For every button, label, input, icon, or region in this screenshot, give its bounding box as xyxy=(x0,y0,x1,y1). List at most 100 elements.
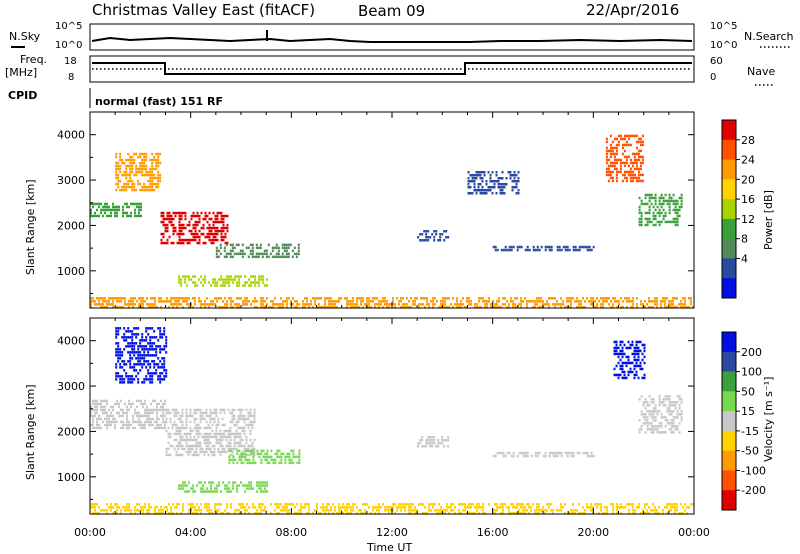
power-echo-cell xyxy=(633,152,636,156)
power-echo-cell xyxy=(255,246,258,250)
power-echo-cell xyxy=(136,214,138,218)
velocity-echo-cell xyxy=(674,416,677,419)
power-echo-cell xyxy=(143,182,146,186)
power-echo-cell xyxy=(462,297,464,300)
power-echo-cell xyxy=(674,199,677,203)
velocity-echo-cell xyxy=(185,438,188,442)
velocity-echo-cell xyxy=(174,506,176,509)
power-echo-cell xyxy=(517,177,520,180)
power-echo-cell xyxy=(126,211,128,215)
velocity-echo-cell xyxy=(138,411,140,415)
power-echo-cell xyxy=(119,179,122,183)
velocity-echo-cell xyxy=(644,401,647,404)
power-echo-cell xyxy=(622,300,624,303)
velocity-echo-cell xyxy=(234,458,237,462)
power-echo-cell xyxy=(222,220,225,224)
velocity-echo-cell xyxy=(635,364,638,368)
power-echo-cell xyxy=(204,275,207,278)
velocity-echo-cell xyxy=(182,487,185,490)
power-echo-cell xyxy=(214,297,216,300)
velocity-echo-cell xyxy=(209,420,212,424)
power-echo-cell xyxy=(386,303,388,306)
velocity-echo-cell xyxy=(550,503,552,506)
power-echo-cell xyxy=(433,230,436,233)
power-echo-cell xyxy=(637,179,640,183)
power-echo-cell xyxy=(680,199,683,203)
velocity-echo-cell xyxy=(428,509,430,512)
velocity-echo-cell xyxy=(292,455,295,459)
power-echo-cell xyxy=(287,243,290,247)
velocity-echo-cell xyxy=(642,404,645,407)
power-echo-cell xyxy=(611,176,614,180)
power-echo-cell xyxy=(638,208,641,212)
velocity-echo-cell xyxy=(193,420,196,424)
power-echo-cell xyxy=(511,180,514,183)
velocity-echo-cell xyxy=(195,450,198,454)
power-echo-cell xyxy=(478,306,480,309)
velocity-echo-cell xyxy=(362,503,364,506)
velocity-echo-cell xyxy=(209,450,212,454)
velocity-echo-cell xyxy=(179,432,182,436)
power-echo-cell xyxy=(498,300,500,303)
velocity-echo-cell xyxy=(404,503,406,506)
velocity-echo-cell xyxy=(191,414,194,418)
power-echo-cell xyxy=(283,249,286,253)
power-echo-cell xyxy=(178,275,181,278)
velocity-echo-cell xyxy=(168,503,170,506)
velocity-echo-cell xyxy=(163,378,166,381)
power-echo-cell xyxy=(196,220,199,224)
velocity-echo-cell xyxy=(436,509,438,512)
power-echo-cell xyxy=(605,161,608,165)
velocity-echo-cell xyxy=(356,512,358,515)
power-echo-cell xyxy=(469,186,472,189)
power-echo-cell xyxy=(118,208,120,212)
power-echo-cell xyxy=(275,243,278,247)
power-echo-cell xyxy=(542,303,544,306)
velocity-echo-cell xyxy=(96,408,98,412)
velocity-echo-cell xyxy=(660,422,663,425)
power-echo-cell xyxy=(402,297,404,300)
power-echo-cell xyxy=(396,297,398,300)
power-echo-cell xyxy=(640,223,643,227)
power-echo-cell xyxy=(475,177,478,180)
power-colorbar-tick-label: 4 xyxy=(741,252,748,265)
velocity-echo-cell xyxy=(102,420,104,424)
velocity-echo-cell xyxy=(627,361,630,365)
velocity-echo-cell xyxy=(194,490,197,493)
velocity-echo-cell xyxy=(656,431,659,434)
velocity-echo-cell xyxy=(116,506,118,509)
power-echo-cell xyxy=(556,300,558,303)
power-echo-cell xyxy=(467,171,470,174)
velocity-echo-cell xyxy=(205,408,208,412)
velocity-echo-cell xyxy=(201,417,204,421)
power-colorbar-tick-label: 8 xyxy=(741,233,748,246)
velocity-echo-cell xyxy=(656,413,659,416)
velocity-echo-cell xyxy=(216,490,219,493)
velocity-echo-cell xyxy=(148,423,150,427)
power-echo-cell xyxy=(517,189,520,192)
power-echo-cell xyxy=(330,297,332,300)
power-echo-cell xyxy=(639,137,642,141)
power-echo-cell xyxy=(160,306,162,309)
power-echo-cell xyxy=(250,275,253,278)
velocity-echo-cell xyxy=(142,426,144,430)
velocity-echo-cell xyxy=(215,438,218,442)
power-echo-cell xyxy=(92,297,94,300)
power-echo-cell xyxy=(664,193,667,197)
velocity-colorbar-tick-label: -15 xyxy=(741,425,759,438)
velocity-echo-cell xyxy=(145,360,148,363)
velocity-echo-cell xyxy=(144,414,146,418)
velocity-echo-cell xyxy=(442,512,444,515)
power-echo-cell xyxy=(279,255,282,259)
velocity-echo-cell xyxy=(494,512,496,515)
velocity-echo-cell xyxy=(106,414,108,418)
velocity-echo-cell xyxy=(145,378,148,381)
velocity-echo-cell xyxy=(422,503,424,506)
velocity-echo-cell xyxy=(522,451,525,455)
velocity-echo-cell xyxy=(151,342,154,345)
power-echo-cell xyxy=(544,248,547,252)
power-echo-cell xyxy=(194,303,196,306)
power-echo-cell xyxy=(578,300,580,303)
velocity-echo-cell xyxy=(236,490,239,493)
power-echo-cell xyxy=(192,214,195,218)
